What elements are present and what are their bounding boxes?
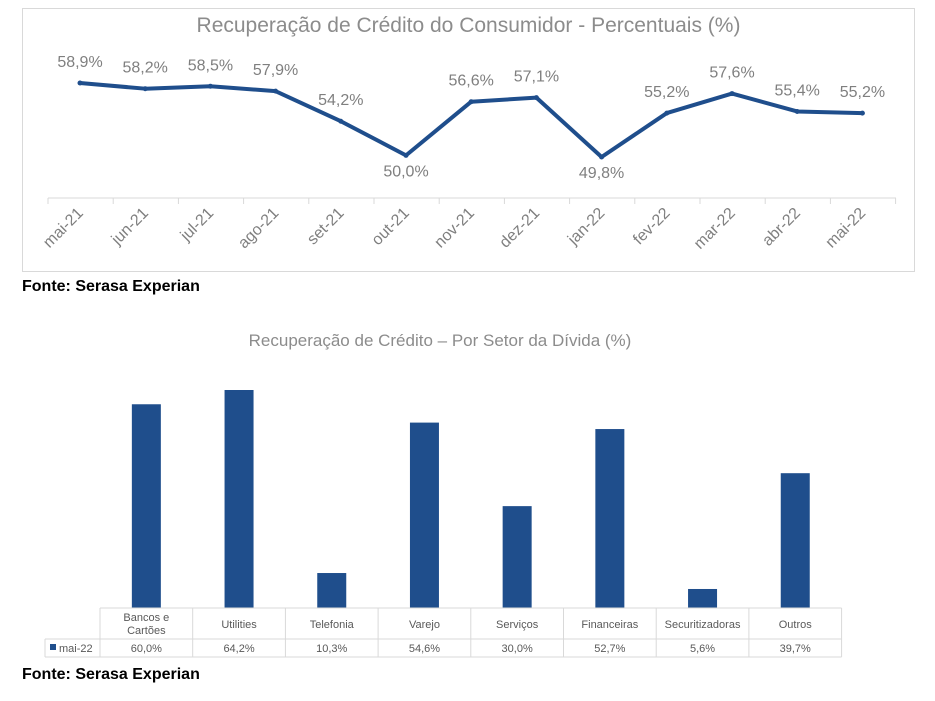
bar-chart-source: Fonte: Serasa Experian [22,666,200,683]
data-point [207,83,213,89]
table-value: 10,3% [316,643,347,655]
data-label: 55,4% [775,82,820,99]
data-point [468,99,474,105]
data-point [664,110,670,116]
data-point [729,91,735,97]
data-label: 50,0% [383,163,428,180]
x-tick-label: abr-22 [759,205,804,250]
data-label: 57,1% [514,69,559,86]
data-point [794,108,800,114]
data-label: 55,2% [644,84,689,101]
bar [502,506,532,608]
x-tick-label: fev-22 [630,205,674,249]
x-tick-label: jan-22 [564,205,608,249]
line-chart: 58,9% 58,2% 58,5% 57,9% 54,2% 50,0% 56,6% 57,1%… [40,54,897,253]
data-point [859,110,865,116]
data-label: 49,8% [579,165,624,182]
data-label: 57,9% [253,62,298,79]
x-tick-label: mar-22 [691,205,739,253]
bar [317,573,347,608]
data-point [142,86,148,92]
table-value: 60,0% [131,643,162,655]
data-label: 55,2% [840,84,885,101]
x-tick-label: jul-21 [177,205,217,245]
data-point [599,154,605,160]
x-tick-label: nov-21 [431,205,478,252]
category-label: Financeiras [581,619,638,631]
data-label: 54,2% [318,92,363,109]
x-tick-label: mai-22 [823,205,870,252]
legend-swatch [50,644,56,650]
data-point [533,95,539,101]
data-label: 58,5% [188,57,233,74]
x-tick-label: jun-21 [108,205,152,249]
data-point [338,118,344,124]
line-chart-frame [22,8,915,272]
x-tick-label: dez-21 [497,205,544,252]
bar [688,588,718,608]
line-chart-source: Fonte: Serasa Experian [22,278,200,295]
data-label: 57,6% [709,65,754,82]
bar [224,390,254,608]
data-point [77,80,83,86]
category-label: Outros [779,619,813,631]
bar-chart-title: Recuperação de Crédito – Por Setor da Dí… [248,331,632,350]
x-tick-label: set-21 [304,205,348,249]
bar [595,429,625,608]
category-label: Bancos e [123,612,169,624]
bar [409,422,439,608]
data-point [403,152,409,158]
x-tick-label: out-21 [369,205,413,249]
legend-series-name: mai-22 [59,643,93,655]
category-label: Utilities [221,619,257,631]
table-value: 54,6% [409,643,440,655]
category-label: Telefonia [310,619,355,631]
series-line [78,81,865,159]
table-value: 52,7% [594,643,625,655]
data-point [273,88,279,94]
table-value: 39,7% [780,643,811,655]
line-chart-title: Recuperação de Crédito do Consumidor - P… [196,14,741,37]
table-value: 5,6% [690,643,715,655]
x-tick-label: mai-21 [40,205,87,252]
table-value: 64,2% [223,643,254,655]
table-value: 30,0% [502,643,533,655]
category-label: Securitizadoras [665,619,741,631]
category-label: Serviços [496,619,539,631]
data-label: 58,9% [57,54,102,71]
bar [780,473,810,608]
category-label: Varejo [409,619,440,631]
data-label: 58,2% [123,60,168,77]
category-label: Cartões [127,625,166,637]
data-label: 56,6% [449,73,494,90]
x-tick-label: ago-21 [235,205,282,252]
bar [131,404,161,608]
